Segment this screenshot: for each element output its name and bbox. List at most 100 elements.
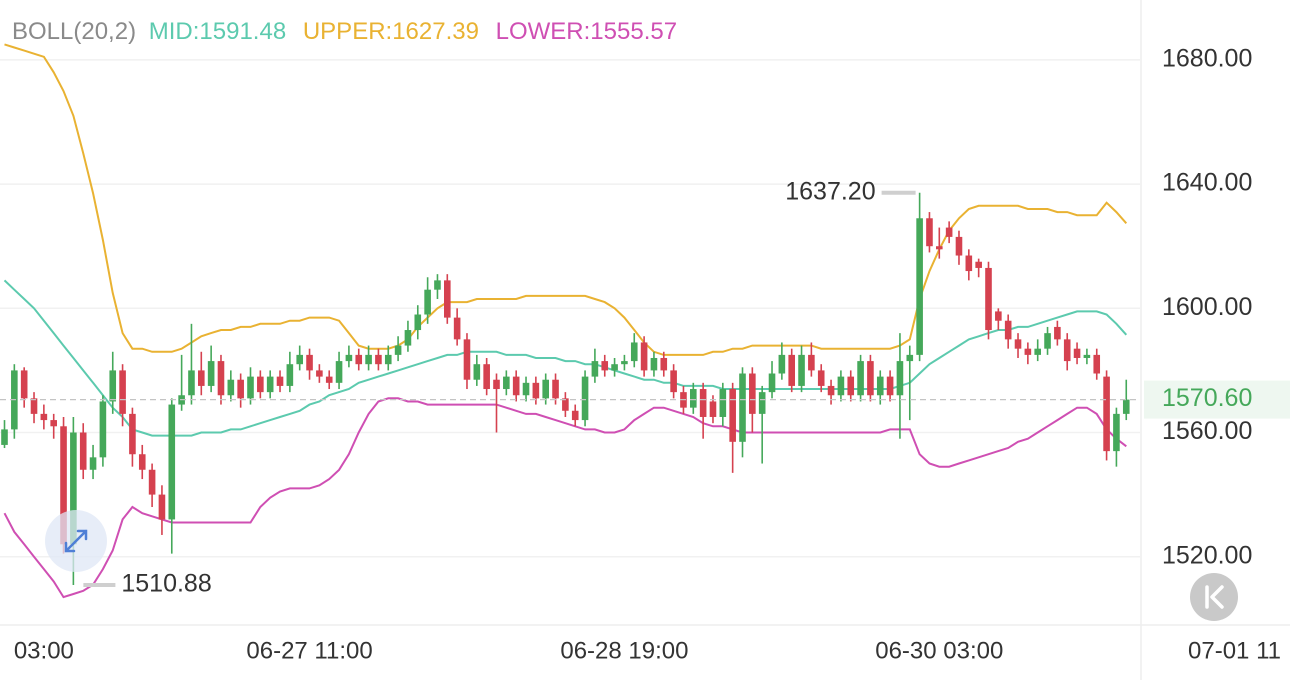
candle-body — [355, 354, 363, 365]
x-tick-label: 07-01 11 — [1188, 637, 1281, 664]
candle-body — [837, 376, 845, 396]
candle-body — [217, 361, 225, 396]
candle-body — [601, 361, 609, 371]
candle-body — [207, 361, 215, 386]
candle-body — [276, 376, 284, 386]
candle-body — [335, 361, 343, 383]
candle-body — [699, 389, 707, 417]
legend-upper: UPPER:1627.39 — [303, 18, 479, 45]
scroll-to-latest-button[interactable] — [1190, 573, 1238, 621]
candle-body — [788, 354, 795, 386]
candle-body — [847, 376, 855, 396]
candle-body — [690, 389, 697, 408]
candle-body — [247, 376, 254, 399]
candle-body — [660, 357, 668, 371]
x-tick-label: 06-27 11:00 — [246, 637, 372, 664]
y-tick-label: 1640.00 — [1162, 169, 1252, 197]
candle-body — [945, 227, 953, 237]
high-marker-label: 1637.20 — [785, 177, 875, 205]
last-price-label: 1570.60 — [1162, 384, 1252, 412]
candle-body — [1004, 320, 1012, 340]
candle-body — [237, 379, 244, 399]
candle-body — [936, 246, 943, 250]
candle-body — [581, 376, 589, 421]
candle-body — [345, 354, 353, 362]
candle-body — [778, 354, 786, 374]
candle-body — [719, 389, 727, 417]
candle-body — [493, 379, 500, 390]
candle-body — [424, 289, 431, 315]
candle-body — [995, 311, 1002, 321]
candle-body — [325, 376, 333, 383]
candle-body — [1122, 399, 1130, 414]
candle-body — [20, 370, 28, 399]
candle-body — [522, 382, 530, 396]
candle-body — [1044, 333, 1051, 349]
candle-body — [394, 345, 402, 355]
candle-body — [198, 370, 205, 386]
overlay: 1520.00 1560.00 1600.00 1640.00 1680.00 03:00… — [0, 45, 1290, 664]
candle-body — [916, 218, 923, 355]
candle-body — [965, 255, 973, 272]
x-tick-label: 06-28 19:00 — [560, 637, 688, 664]
candle-body — [70, 432, 77, 545]
candle-body — [168, 404, 176, 520]
candle-body — [985, 267, 992, 331]
candle-body — [414, 314, 422, 331]
candle-body — [758, 392, 766, 414]
candle-body — [817, 370, 825, 386]
candle-body — [896, 361, 904, 396]
legend: BOLL(20,2) MID:1591.48 UPPER:1627.39 LOW… — [12, 18, 677, 45]
candle-body — [857, 361, 864, 396]
candle-body — [886, 376, 894, 396]
candle-body — [404, 330, 412, 346]
x-tick-label: 03:00 — [14, 637, 74, 664]
candle-body — [384, 354, 392, 365]
candle-body — [1073, 348, 1081, 358]
candle-body — [1093, 354, 1101, 374]
candle-body — [827, 385, 835, 396]
candle-body — [798, 354, 805, 386]
candle-body — [512, 376, 520, 396]
candle-body — [40, 413, 48, 421]
candle-body — [611, 364, 618, 371]
y-tick-label: 1560.00 — [1162, 417, 1252, 445]
candle-body — [630, 342, 638, 362]
band-line — [3, 279, 1128, 437]
candle-body — [138, 454, 146, 470]
candle-body — [571, 410, 579, 421]
candle-body — [89, 457, 97, 470]
low-marker-label: 1510.88 — [121, 570, 211, 598]
candle-body — [739, 373, 746, 442]
candle-body — [1103, 376, 1110, 452]
candle-body — [296, 354, 303, 365]
candle-body — [79, 432, 87, 470]
candle-body — [463, 339, 471, 380]
candle-body — [1034, 348, 1041, 355]
candle-body — [640, 342, 648, 371]
candle-body — [266, 376, 274, 393]
candle-body — [434, 280, 441, 290]
candle-body — [876, 376, 884, 396]
candle-body — [562, 398, 569, 411]
candle-body — [1063, 339, 1071, 362]
candle-body — [552, 379, 559, 399]
candle-body — [729, 389, 736, 442]
candle-body — [1113, 413, 1120, 452]
y-tick-label: 1680.00 — [1162, 45, 1252, 73]
candle-body — [591, 361, 599, 377]
candle-body — [542, 379, 549, 399]
indicator-name: BOLL(20,2) — [12, 18, 136, 45]
candle-body — [670, 370, 677, 393]
candle-body — [129, 413, 136, 455]
fullscreen-button[interactable] — [45, 510, 107, 572]
candle-body — [975, 261, 982, 268]
candle-body — [473, 364, 481, 380]
candle-body — [926, 218, 933, 247]
candle-body — [158, 494, 166, 520]
last-price-tag — [1144, 380, 1290, 419]
legend-lower: LOWER:1555.57 — [496, 18, 677, 45]
band-line — [3, 397, 1127, 599]
y-tick-label: 1520.00 — [1162, 541, 1252, 569]
